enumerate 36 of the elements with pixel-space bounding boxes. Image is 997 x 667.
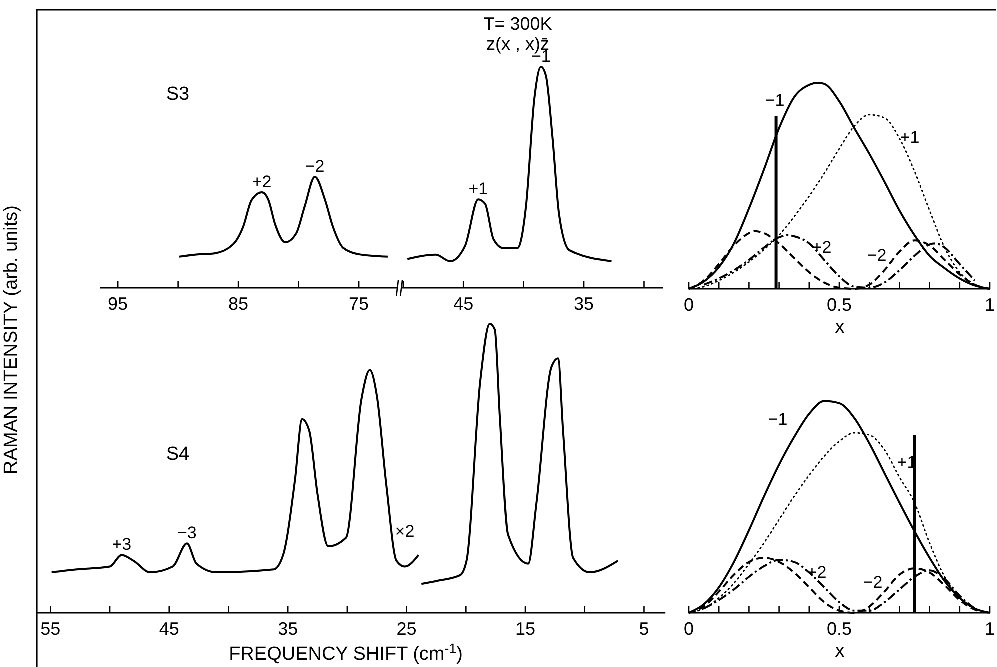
x-tick-label: 35 [574,294,594,314]
series-label: −1 [768,410,788,429]
annotation: −2 [305,157,325,176]
text: T= 300K [484,14,552,34]
x-tick-label: 45 [159,619,180,639]
x-tick-label: 1 [984,619,996,639]
chart-title: S3 [166,84,190,105]
text: S4 [166,444,190,465]
x-tick-label: 0.5 [826,295,852,315]
series-label: −2 [863,573,883,592]
x-axis-title: x [835,641,846,662]
y-axis-title: RAMAN INTENSITY (arb. units) [1,206,22,474]
x-tick-label: 95 [108,294,128,314]
series-label: −2 [867,246,887,265]
x-tick-label: 55 [40,619,61,639]
x-tick-label: 45 [454,294,474,314]
x-tick-label: 85 [228,294,249,314]
annotation: +1 [468,180,488,199]
x-tick-label: 0.5 [826,619,852,639]
annotation: −3 [177,524,197,543]
series-label: +1 [900,128,920,147]
x-tick-label: 0 [684,295,694,315]
x-tick-label: 35 [278,619,298,639]
annotation: +2 [252,172,272,192]
x-tick-label: 75 [349,294,370,314]
series-label: +2 [812,238,832,257]
x-axis-title: x [835,317,846,338]
x-tick-label: 15 [516,619,536,639]
x-tick-label: 0 [684,619,694,639]
x-axis-title: FREQUENCY SHIFT (cm$^{-1}$) [229,640,463,665]
x-tick-label: 1 [984,295,996,315]
annotation: ×2 [395,522,415,541]
annotation: +3 [112,535,132,554]
series-label: −1 [765,91,785,110]
x-tick-label: 5 [639,619,650,639]
x-tick-label: 25 [396,619,417,639]
